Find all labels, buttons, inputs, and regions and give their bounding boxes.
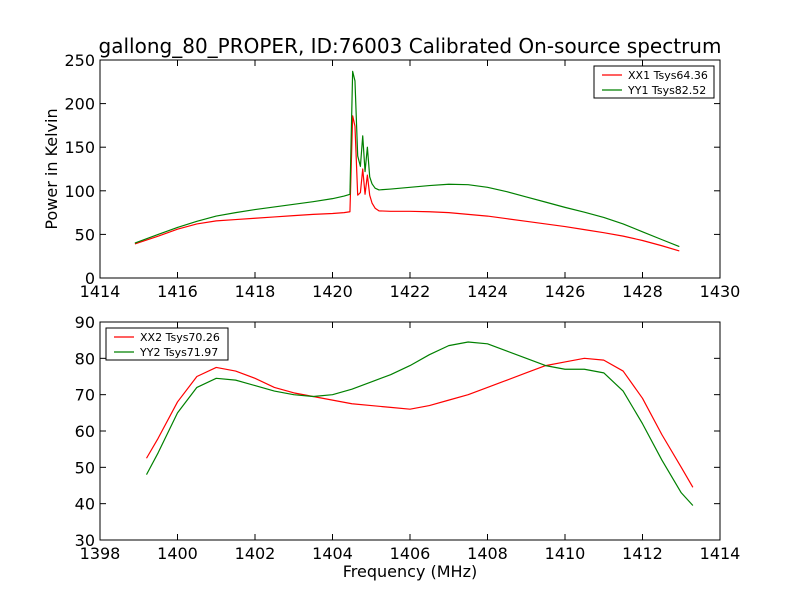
y-tick-label: 60 (75, 422, 95, 441)
bottom-x-axis-label: Frequency (MHz) (343, 562, 477, 581)
legend: XX1 Tsys64.36 YY1 Tsys82.52 (593, 65, 715, 99)
legend-box (593, 65, 715, 99)
x-tick-label: 1414 (80, 282, 121, 301)
top-y-axis-label: Power in Kelvin (42, 108, 61, 229)
x-tick-label: 1400 (157, 544, 198, 563)
series-line-yy-panel-2 (145, 341, 694, 506)
y-tick-label: 0 (85, 269, 95, 288)
chart-title: gallong_80_PROPER, ID:76003 Calibrated O… (99, 34, 722, 58)
y-tick-label: 80 (75, 349, 95, 368)
legend-label: YY2 Tsys71.97 (139, 346, 218, 359)
x-tick-label: 1420 (312, 282, 353, 301)
y-tick-label: 50 (75, 458, 95, 477)
x-tick-label: 1408 (467, 544, 508, 563)
series-line-xx-panel-2 (145, 357, 694, 488)
x-tick-label: 1404 (312, 544, 353, 563)
y-tick-label: 50 (75, 225, 95, 244)
series-line-xx-panel-1 (134, 115, 680, 252)
y-tick-label: 70 (75, 386, 95, 405)
x-tick-label: 1410 (545, 544, 586, 563)
legend-label: XX2 Tsys70.26 (140, 331, 220, 344)
x-tick-label: 1412 (622, 544, 663, 563)
x-tick-label: 1424 (467, 282, 508, 301)
legend-label: XX1 Tsys64.36 (628, 69, 708, 82)
y-tick-label: 30 (75, 531, 95, 550)
bottom-plot-panel: 1398 1400 1402 1404 1406 1408 1410 1412 1414 30 40… (75, 313, 741, 563)
legend-label: YY1 Tsys82.52 (627, 84, 706, 97)
y-tick-label: 90 (75, 313, 95, 332)
legend: XX2 Tsys70.26 YY2 Tsys71.97 (105, 327, 229, 361)
y-tick-label: 250 (64, 51, 95, 70)
x-tick-label: 1422 (390, 282, 431, 301)
x-tick-label: 1406 (390, 544, 431, 563)
legend-box (105, 327, 229, 361)
y-tick-label: 200 (64, 95, 95, 114)
x-tick-label: 1430 (700, 282, 741, 301)
x-tick-label: 1428 (622, 282, 663, 301)
x-tick-label: 1402 (235, 544, 276, 563)
x-tick-label: 1426 (545, 282, 586, 301)
x-tick-label: 1416 (157, 282, 198, 301)
x-tick-label: 1418 (235, 282, 276, 301)
y-tick-label: 40 (75, 495, 95, 514)
top-plot-panel: 1414 1416 1418 1420 1422 1424 1426 1428 1430 0 50 1… (64, 51, 740, 301)
y-tick-label: 100 (64, 182, 95, 201)
series-line-yy-panel-1 (134, 70, 680, 248)
x-tick-label: 1398 (80, 544, 121, 563)
x-tick-label: 1414 (700, 544, 741, 563)
y-tick-label: 150 (64, 138, 95, 157)
